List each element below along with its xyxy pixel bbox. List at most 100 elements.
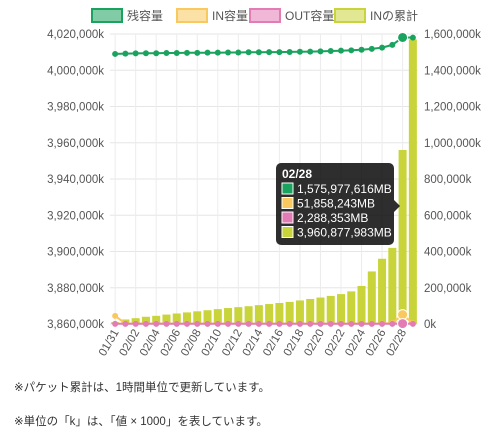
- chart: 3,860,000k 3,880,000k 3,900,000k 3,920,000k…: [47, 8, 481, 359]
- series-point: [368, 320, 375, 327]
- legend-swatch: [249, 8, 281, 23]
- bar-in-cumulative: [244, 306, 253, 324]
- y-right-tick-label: 1,000,000k: [424, 138, 481, 150]
- bar-in-cumulative: [224, 308, 233, 324]
- legend-swatch: [176, 8, 208, 23]
- series-point: [225, 49, 232, 56]
- tooltip-value: 2,288,353MB: [297, 211, 368, 225]
- series-point: [358, 320, 365, 327]
- bar-in-cumulative: [182, 312, 192, 324]
- tooltip-title: 02/28: [282, 167, 312, 181]
- series-point: [122, 320, 129, 327]
- series-point: [389, 320, 396, 327]
- bar-in-cumulative: [408, 39, 417, 324]
- series-point: [132, 50, 139, 57]
- series-line: [115, 36, 413, 55]
- series-point: [184, 320, 190, 327]
- y-right-tick-label: 1,200,000k: [424, 102, 481, 114]
- series-point: [122, 50, 129, 57]
- series-point: [235, 49, 242, 56]
- y-left-tick-label: 3,860,000k: [47, 319, 104, 331]
- y-right-tick-label: 1,600,000k: [424, 29, 481, 41]
- bar-in-cumulative: [357, 285, 366, 324]
- y-left-tick-label: 4,020,000k: [47, 29, 104, 41]
- series-point: [338, 320, 344, 327]
- series-point: [266, 49, 273, 56]
- series-point: [379, 44, 386, 51]
- bar-in-cumulative: [275, 302, 284, 324]
- series-point: [194, 49, 201, 56]
- series-point: [132, 320, 139, 327]
- series-point: [358, 46, 365, 53]
- bar-in-cumulative: [254, 305, 263, 324]
- series-point: [204, 320, 211, 327]
- bar-in-cumulative: [378, 258, 387, 324]
- series-point: [327, 48, 334, 55]
- bar-in-cumulative: [193, 311, 202, 324]
- tooltip-swatch: [281, 182, 294, 195]
- series-point: [379, 320, 386, 327]
- series-point: [142, 50, 149, 57]
- series-point: [173, 50, 180, 57]
- bar-in-cumulative: [203, 310, 212, 324]
- series-point: [286, 48, 293, 55]
- legend-swatch: [91, 8, 123, 23]
- legend-label: INの累計: [370, 8, 418, 23]
- tooltip-value: 3,960,877,983MB: [297, 226, 392, 240]
- y-left-tick-label: 3,880,000k: [47, 283, 104, 295]
- bar-in-cumulative: [326, 295, 335, 324]
- legend-label: OUT容量: [285, 8, 334, 23]
- legend-label: IN容量: [212, 8, 248, 23]
- y-left-tick-label: 4,000,000k: [47, 65, 104, 77]
- series-point: [266, 320, 273, 327]
- series-point: [348, 320, 355, 327]
- series-point: [153, 320, 160, 327]
- bar-in-cumulative: [162, 314, 171, 324]
- series-point: [409, 34, 416, 41]
- series-point: [317, 48, 324, 55]
- bar-in-cumulative: [234, 307, 243, 324]
- series-point: [389, 41, 396, 48]
- series-point: [194, 320, 201, 327]
- bar-in-cumulative: [152, 315, 161, 324]
- series-point: [214, 320, 221, 327]
- y-left-tick-label: 3,980,000k: [47, 102, 104, 114]
- highlight-point: [397, 31, 409, 43]
- bar-in-cumulative: [295, 300, 304, 324]
- tooltip-swatch: [281, 211, 294, 224]
- y-left-tick-label: 3,900,000k: [47, 247, 104, 259]
- series-point: [307, 48, 314, 55]
- x-tick-label: 02/28: [384, 328, 409, 359]
- bar-in-cumulative: [388, 247, 397, 324]
- note-update-interval: ※パケット累計は、1時間単位で更新しています。: [14, 382, 271, 394]
- series-point: [307, 320, 314, 327]
- series-point: [112, 50, 119, 57]
- y-right-tick-label: 400,000k: [424, 247, 472, 259]
- series-point: [184, 49, 190, 56]
- series-point: [276, 49, 283, 56]
- series-point: [163, 320, 170, 327]
- bar-in-cumulative: [306, 298, 315, 324]
- series-point: [142, 320, 149, 327]
- series-point: [255, 49, 262, 56]
- series-point: [296, 320, 303, 327]
- series-point: [163, 50, 170, 57]
- tooltip-value: 51,858,243MB: [297, 197, 375, 211]
- series-point: [245, 49, 252, 56]
- series-point: [409, 320, 416, 327]
- series-point: [225, 320, 232, 327]
- series-point: [276, 320, 283, 327]
- tooltip-value: 1,575,977,616MB: [297, 182, 392, 196]
- series-point: [204, 49, 211, 56]
- y-left-tick-label: 3,940,000k: [47, 174, 104, 186]
- bar-in-cumulative: [367, 271, 376, 324]
- series-point: [327, 320, 334, 327]
- bar-in-cumulative: [213, 309, 222, 324]
- tooltip-caret: [394, 200, 400, 212]
- tooltip-swatch: [281, 226, 294, 238]
- y-right-tick-label: 600,000k: [424, 210, 472, 222]
- bar-in-cumulative: [172, 313, 181, 324]
- series-point: [153, 50, 160, 57]
- note-unit-k: ※単位の「k」は、「値 × 1000」を表しています。: [14, 416, 268, 428]
- series-point: [368, 45, 375, 52]
